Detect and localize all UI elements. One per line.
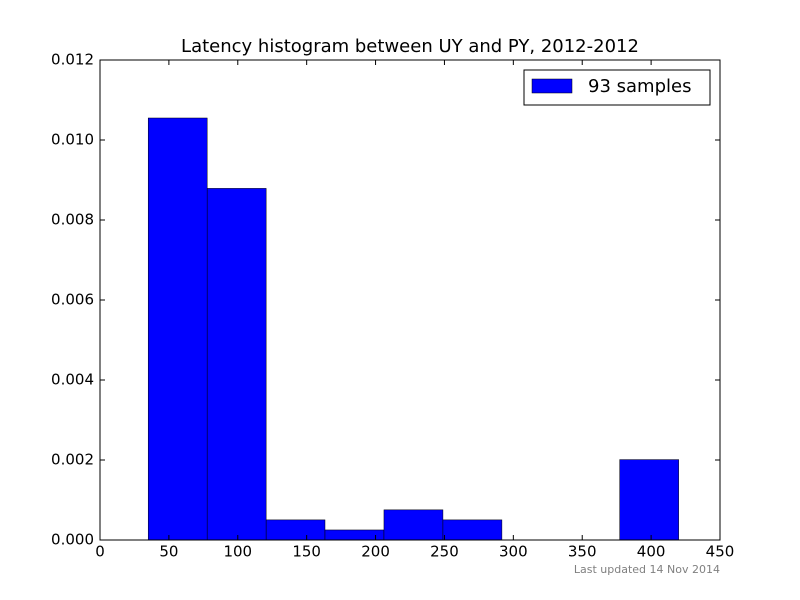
x-tick-label: 150 — [292, 543, 321, 561]
x-tick-label: 100 — [223, 543, 252, 561]
y-tick-label: 0.006 — [51, 291, 94, 309]
bar — [265, 519, 326, 541]
chart-title: Latency histogram between UY and PY, 201… — [181, 36, 639, 57]
x-tick-label: 450 — [706, 543, 735, 561]
y-tick-label: 0.002 — [51, 451, 94, 469]
x-tick-label: 400 — [637, 543, 666, 561]
x-tick-label: 0 — [95, 543, 105, 561]
y-tick-label: 0.000 — [51, 531, 94, 549]
y-tick-label: 0.008 — [51, 211, 94, 229]
footnote: Last updated 14 Nov 2014 — [574, 563, 720, 576]
bar — [383, 509, 444, 541]
y-tick-label: 0.012 — [51, 51, 94, 69]
bar — [442, 519, 503, 541]
bar — [206, 188, 267, 541]
x-tick-label: 300 — [499, 543, 528, 561]
bar — [147, 117, 208, 541]
x-tick-label: 50 — [159, 543, 178, 561]
x-tick-label: 350 — [568, 543, 597, 561]
legend-label: 93 samples — [588, 76, 691, 97]
y-tick-label: 0.010 — [51, 131, 94, 149]
x-tick-label: 250 — [430, 543, 459, 561]
legend-swatch — [531, 78, 573, 94]
y-tick-label: 0.004 — [51, 371, 94, 389]
x-tick-label: 200 — [361, 543, 390, 561]
bar — [619, 459, 679, 541]
